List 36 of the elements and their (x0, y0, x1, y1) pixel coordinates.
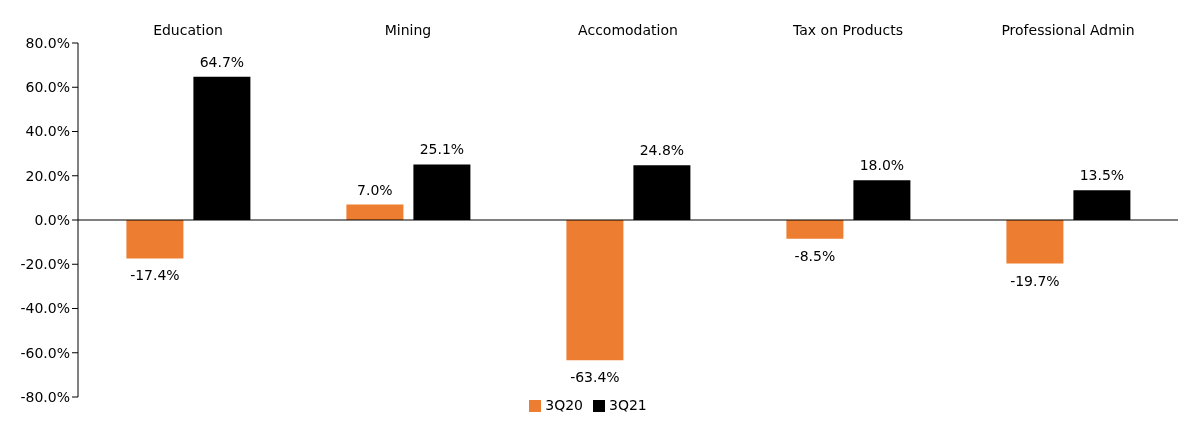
bar (566, 220, 624, 361)
bar (413, 164, 471, 220)
bar (1006, 220, 1064, 264)
x-tick-label: Mining (384, 22, 432, 38)
bar (633, 165, 691, 220)
y-tick-label: 0.0% (34, 211, 70, 228)
bar (1073, 190, 1131, 220)
data-label: -17.4% (130, 267, 180, 284)
data-label: 18.0% (859, 157, 905, 174)
bar (346, 204, 404, 220)
y-tick-label: -20.0% (20, 256, 70, 273)
x-tick-label: Tax on Products (792, 22, 903, 38)
data-label: -63.4% (570, 369, 620, 386)
data-label: 25.1% (419, 141, 465, 158)
y-tick-label: -60.0% (20, 344, 70, 361)
bar (126, 220, 184, 259)
data-label: 24.8% (639, 142, 685, 159)
x-tick-label: Accomodation (578, 22, 678, 38)
data-label: 13.5% (1079, 167, 1125, 184)
bar (786, 220, 844, 239)
y-tick-label: 60.0% (25, 79, 70, 96)
bar (193, 76, 251, 220)
y-tick-label: 80.0% (25, 34, 70, 51)
y-tick-label: 40.0% (25, 123, 70, 140)
data-label: -8.5% (794, 247, 836, 264)
x-tick-label: Education (153, 22, 223, 38)
legend-label: 3Q20 (545, 397, 583, 413)
data-label: -19.7% (1010, 272, 1060, 289)
y-tick-label: -40.0% (20, 300, 70, 317)
data-label: 64.7% (199, 53, 245, 70)
x-tick-label: Professional Admin (1001, 22, 1135, 38)
y-tick-label: -80.0% (20, 388, 70, 405)
legend-label: 3Q21 (609, 397, 647, 413)
y-tick-label: 20.0% (25, 167, 70, 184)
bar (853, 180, 911, 220)
data-label: 7.0% (357, 181, 393, 198)
